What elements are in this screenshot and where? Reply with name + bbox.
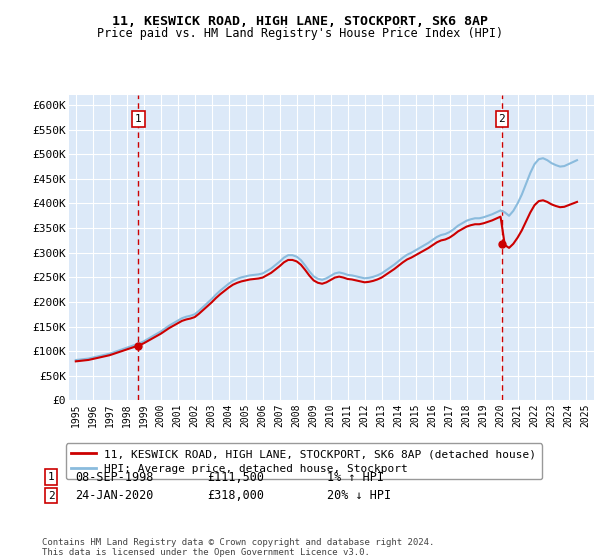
Text: £111,500: £111,500 <box>207 470 264 484</box>
Text: 20% ↓ HPI: 20% ↓ HPI <box>327 489 391 502</box>
Text: £318,000: £318,000 <box>207 489 264 502</box>
Text: 11, KESWICK ROAD, HIGH LANE, STOCKPORT, SK6 8AP: 11, KESWICK ROAD, HIGH LANE, STOCKPORT, … <box>112 15 488 27</box>
Legend: 11, KESWICK ROAD, HIGH LANE, STOCKPORT, SK6 8AP (detached house), HPI: Average p: 11, KESWICK ROAD, HIGH LANE, STOCKPORT, … <box>65 444 542 479</box>
Text: Price paid vs. HM Land Registry's House Price Index (HPI): Price paid vs. HM Land Registry's House … <box>97 27 503 40</box>
Text: 24-JAN-2020: 24-JAN-2020 <box>75 489 154 502</box>
Text: 1: 1 <box>135 114 142 124</box>
Text: 08-SEP-1998: 08-SEP-1998 <box>75 470 154 484</box>
Text: 2: 2 <box>47 491 55 501</box>
Text: 1: 1 <box>47 472 55 482</box>
Text: 2: 2 <box>499 114 505 124</box>
Text: 1% ↑ HPI: 1% ↑ HPI <box>327 470 384 484</box>
Text: Contains HM Land Registry data © Crown copyright and database right 2024.
This d: Contains HM Land Registry data © Crown c… <box>42 538 434 557</box>
